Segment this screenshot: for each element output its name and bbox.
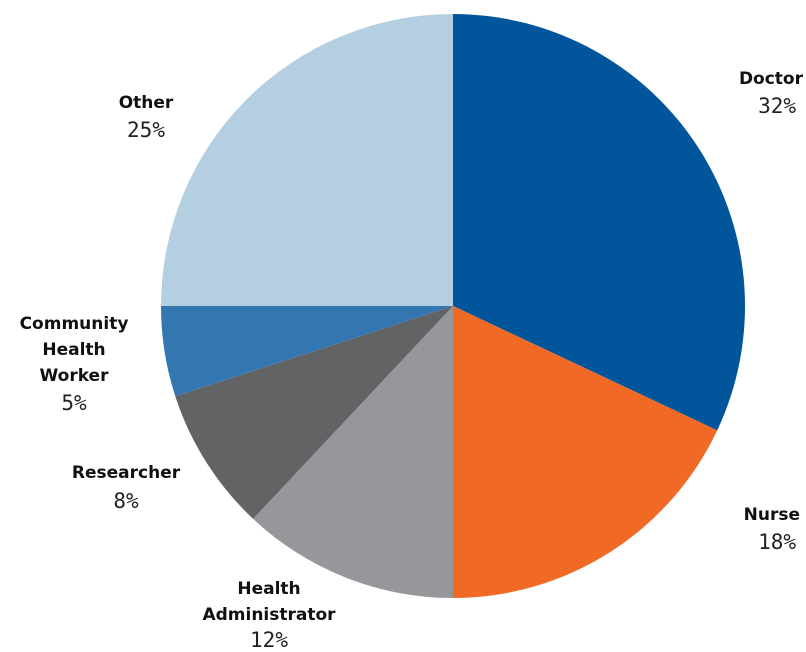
pie-slice-researcher: [175, 306, 454, 519]
label-nurse-name: Nurse: [744, 505, 800, 525]
label-community-health-worker-value: 5%: [61, 391, 87, 415]
label-doctor: Doctor 32%: [739, 69, 804, 118]
label-doctor-name: Doctor: [739, 69, 804, 89]
label-community-health-worker-line-1: Community: [20, 314, 129, 334]
label-doctor-value: 32%: [758, 94, 796, 118]
pie-slice-health-administrator: [253, 306, 453, 598]
label-researcher: Researcher 8%: [72, 463, 181, 513]
label-community-health-worker: Community Health Worker 5%: [20, 314, 129, 415]
pie-slices: [161, 14, 746, 598]
pie-slice-community-health-worker: [161, 306, 453, 397]
label-health-administrator: Health Administrator 12%: [202, 579, 336, 652]
pie-slice-doctor: [453, 14, 746, 431]
label-nurse: Nurse 18%: [744, 505, 800, 554]
label-researcher-name: Researcher: [72, 463, 181, 483]
label-health-administrator-line-1: Health: [237, 579, 300, 599]
label-nurse-value: 18%: [758, 530, 796, 554]
pie-slice-other: [161, 14, 453, 306]
label-other-value: 25%: [127, 118, 165, 142]
label-health-administrator-value: 12%: [250, 628, 288, 652]
label-health-administrator-line-2: Administrator: [202, 605, 336, 625]
label-researcher-value: 8%: [113, 489, 139, 513]
label-community-health-worker-line-3: Worker: [40, 366, 110, 386]
label-community-health-worker-line-2: Health: [42, 340, 105, 360]
label-other-name: Other: [119, 93, 174, 113]
label-other: Other 25%: [119, 93, 174, 142]
pie-slice-nurse: [453, 306, 718, 598]
